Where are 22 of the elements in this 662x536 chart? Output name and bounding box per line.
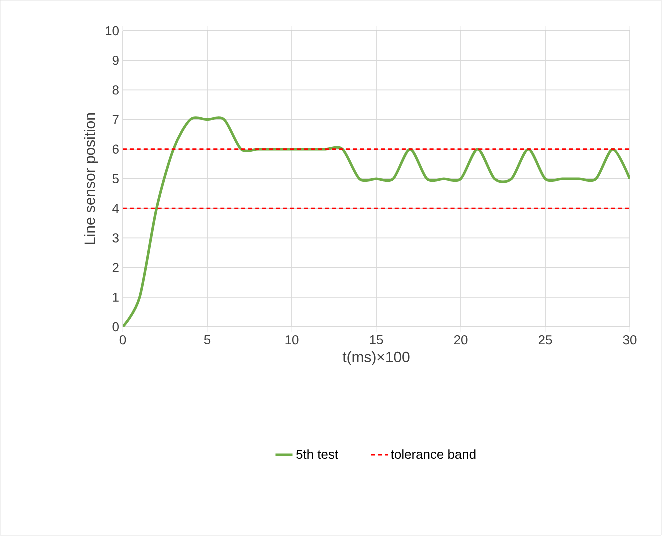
y-tick-label: 10: [106, 26, 119, 36]
y-axis-title: Line sensor position: [84, 114, 98, 244]
x-axis-title: t(ms)×100: [342, 352, 410, 366]
y-tick-label: 6: [112, 144, 119, 154]
y-tick-label: 4: [112, 204, 120, 214]
x-tick-label: 10: [286, 335, 299, 345]
x-tick-label: 30: [623, 335, 637, 345]
x-tick-label: 5: [204, 336, 211, 345]
y-tick-label: 5: [112, 174, 119, 184]
x-tick-label: 20: [454, 335, 468, 345]
y-tick-label: 0: [112, 322, 119, 332]
x-tick-label: 25: [538, 335, 552, 345]
x-tick-label: 0: [120, 335, 126, 345]
y-tick-label: 1: [113, 292, 119, 302]
legend-label: tolerance band: [391, 450, 476, 460]
y-tick-label: 7: [112, 115, 119, 124]
x-tick-label: 15: [370, 336, 384, 345]
y-tick-label: 9: [112, 56, 119, 66]
y-tick-label: 8: [112, 86, 119, 95]
y-tick-label: 3: [112, 234, 119, 243]
y-tick-label: 2: [112, 263, 119, 272]
legend-label: 5th test: [296, 450, 338, 460]
